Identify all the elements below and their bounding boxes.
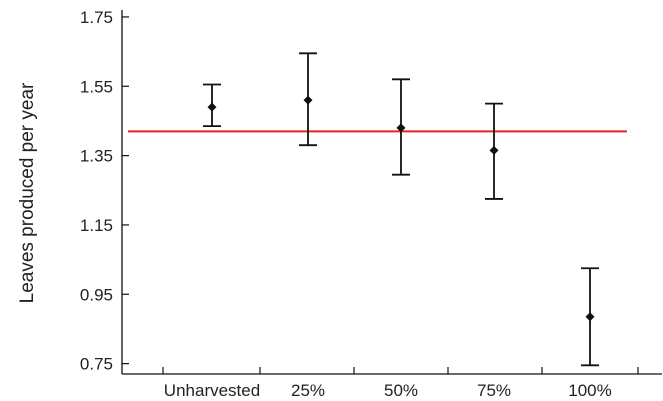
y-axis-title: Leaves produced per year: [17, 82, 38, 303]
y-tick-label: 0.95: [80, 285, 113, 304]
y-tick-label: 1.75: [80, 8, 113, 27]
y-tick-label: 1.15: [80, 216, 113, 235]
y-tick-label: 1.35: [80, 147, 113, 166]
marks: [203, 52, 599, 367]
y-tick-label: 0.75: [80, 355, 113, 374]
mean-point: [303, 95, 313, 105]
y-tick-label: 1.55: [80, 77, 113, 96]
x-tick-label: Unharvested: [164, 381, 260, 400]
x-tick-label: 75%: [477, 381, 511, 400]
x-tick-label: 50%: [384, 381, 418, 400]
mean-point: [396, 123, 406, 133]
mean-point: [585, 312, 595, 322]
mean-point: [489, 145, 499, 155]
x-tick-label: 25%: [291, 381, 325, 400]
mean-point: [207, 102, 217, 112]
axes: 0.75 0.95 1.15 1.35 1.55 1.75 Unharvested 25% 50…: [80, 8, 662, 400]
x-tick-label: 100%: [568, 381, 611, 400]
